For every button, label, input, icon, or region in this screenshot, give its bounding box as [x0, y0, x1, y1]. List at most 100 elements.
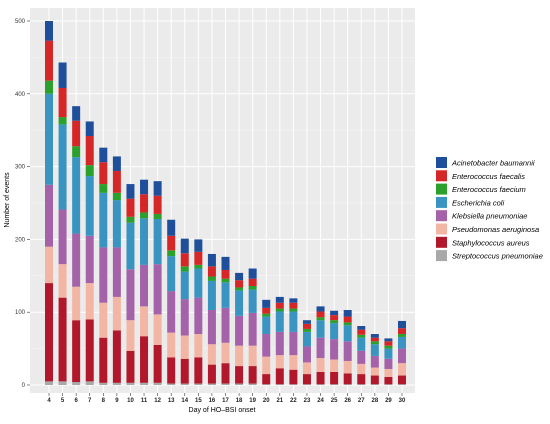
bar-segment [302, 384, 311, 385]
legend-swatch [436, 157, 447, 168]
bar-segment [167, 235, 176, 251]
bar-segment [289, 331, 298, 356]
bar-segment [72, 157, 81, 234]
bar-segment [370, 334, 379, 338]
bar-segment [357, 326, 366, 330]
bar-segment [330, 320, 339, 324]
bar-segment [153, 213, 162, 220]
bar-segment [384, 384, 393, 385]
bar-segment [167, 219, 176, 236]
bar-segment [398, 336, 406, 349]
bar-stack-day-27 [357, 326, 366, 385]
bar-segment [45, 93, 53, 185]
bar-segment [275, 355, 284, 369]
bar-segment [343, 322, 352, 326]
bar-segment [275, 308, 284, 312]
bar-segment [58, 124, 67, 210]
bar-segment [262, 307, 271, 314]
bar-stack-day-19 [248, 268, 257, 385]
bar-segment [398, 320, 406, 329]
x-axis: 4 5 6 7 8 9 10 11 12 13 14 15 16 17 18 19 20 21 22 23 24 25 26… [47, 393, 406, 404]
bar-segment [85, 381, 94, 385]
bar-segment [316, 320, 325, 338]
x-tick-label: 10 [127, 398, 134, 404]
bar-segment [302, 323, 311, 329]
bar-segment [316, 337, 325, 359]
bar-segment [112, 170, 121, 193]
bar-segment [194, 383, 203, 385]
bar-segment [58, 209, 67, 265]
bar-segment [180, 238, 189, 254]
legend-swatch [436, 183, 447, 195]
bar-segment [58, 297, 67, 382]
bar-segment [180, 253, 189, 267]
bar-segment [221, 269, 230, 279]
bar-segment [275, 331, 284, 356]
bar-segment [235, 315, 244, 346]
bar-segment [289, 311, 298, 332]
bar-segment [194, 268, 203, 298]
bar-segment [384, 368, 393, 377]
bar-segment [398, 363, 406, 376]
bar-segment [343, 384, 352, 385]
x-tick-label: 18 [236, 398, 243, 404]
bar-stack-day-28 [370, 334, 379, 385]
bar-segment [248, 383, 257, 385]
bar-segment [180, 335, 189, 359]
bar-stack-day-13 [167, 219, 176, 385]
bar-segment [235, 345, 244, 367]
x-tick-label: 21 [276, 398, 283, 404]
x-tick-label: 24 [317, 398, 324, 404]
bar-segment [207, 383, 216, 385]
x-tick-label: 19 [249, 398, 256, 404]
bar-segment [302, 320, 311, 324]
x-tick-label: 16 [209, 398, 216, 404]
bar-segment [370, 375, 379, 385]
bar-segment [316, 384, 325, 385]
bar-segment [45, 246, 53, 284]
bar-segment [262, 316, 271, 335]
bar-segment [398, 375, 406, 385]
bar-segment [221, 282, 230, 308]
bar-segment [167, 291, 176, 333]
bar-segment [289, 355, 298, 370]
bar-segment [112, 200, 121, 248]
bar-segment [248, 366, 257, 384]
bar-segment [140, 212, 149, 219]
bar-segment [85, 136, 94, 166]
bar-segment [72, 320, 81, 383]
x-tick-label: 15 [195, 398, 202, 404]
bar-stack-day-20 [262, 299, 271, 385]
bar-segment [248, 289, 257, 313]
bar-segment [140, 179, 149, 195]
bar-segment [194, 357, 203, 384]
bar-segment [112, 296, 121, 331]
bar-segment [289, 302, 298, 309]
bar-segment [343, 373, 352, 385]
bar-segment [58, 87, 67, 118]
bar-segment [370, 367, 379, 376]
x-tick-label: 9 [115, 398, 119, 404]
bar-segment [343, 325, 352, 342]
bar-segment [316, 371, 325, 385]
bar-segment [112, 382, 121, 385]
y-tick-label: 300 [15, 165, 26, 171]
bar-segment [167, 250, 176, 257]
bar-segment [302, 331, 311, 347]
bar-segment [316, 358, 325, 372]
legend-label: Enterococcus faecalis [452, 172, 525, 181]
bar-segment [235, 272, 244, 281]
bar-segment [248, 312, 257, 346]
bar-segment [72, 233, 81, 287]
bar-segment [126, 350, 135, 383]
x-tick-label: 14 [181, 398, 188, 404]
bar-stack-day-5 [58, 62, 67, 385]
bar-segment [58, 381, 67, 385]
bar-segment [72, 382, 81, 385]
bar-segment [112, 330, 121, 383]
bar-segment [207, 276, 216, 281]
bar-segment [45, 381, 53, 385]
bar-segment [302, 328, 311, 332]
bar-segment [302, 374, 311, 385]
bar-segment [112, 192, 121, 201]
